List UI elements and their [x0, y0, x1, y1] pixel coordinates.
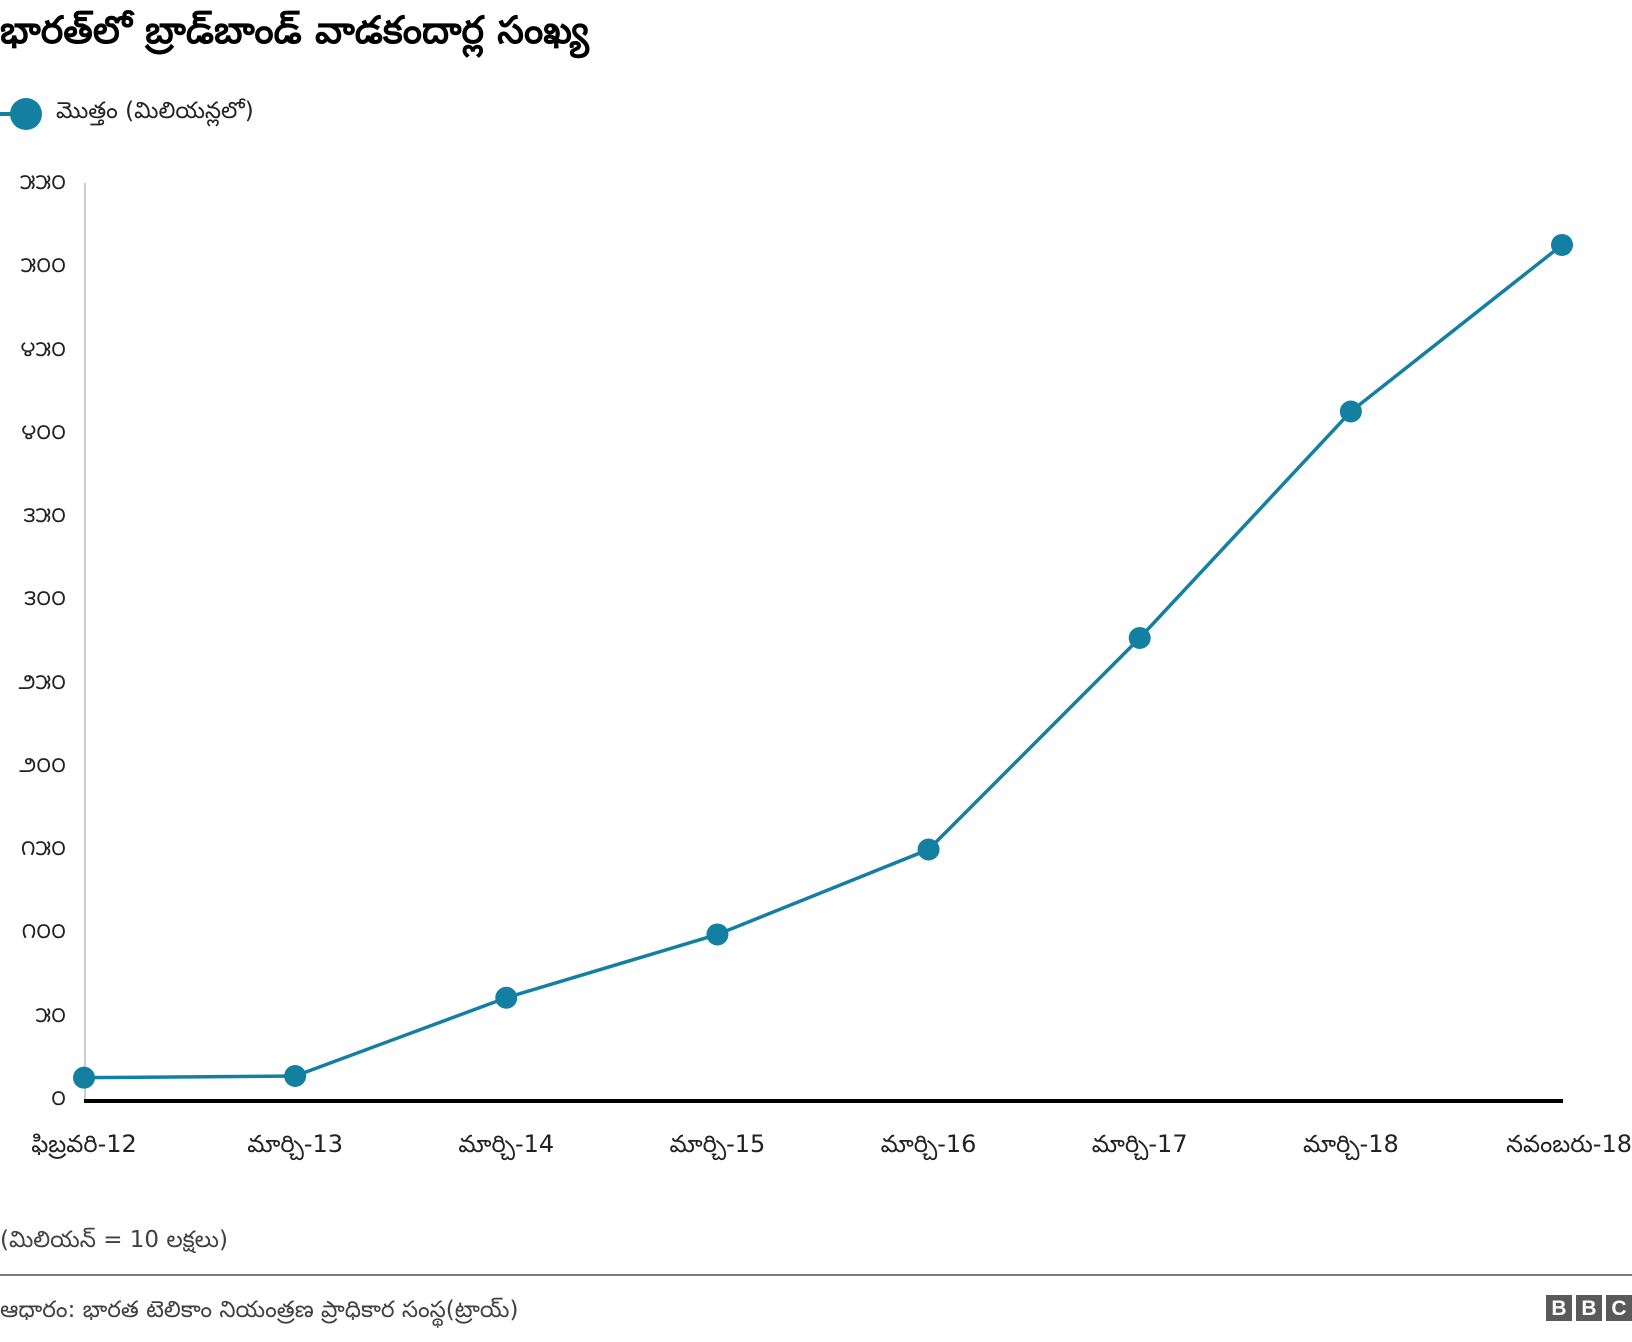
y-tick-label: ౩౦౦: [24, 586, 66, 612]
series-line: [83, 243, 1564, 1080]
bbc-logo-c: C: [1606, 1295, 1632, 1321]
y-tick-label: ౪౫౦: [20, 336, 66, 362]
footer-divider: [0, 1274, 1632, 1276]
y-tick-label: ౧౦౦: [21, 919, 66, 945]
data-point: [917, 838, 940, 861]
y-tick-label: ౧౫౦: [20, 836, 66, 862]
units-note: (మిలియన్ = 10 లక్షలు): [0, 1227, 228, 1253]
y-tick-label: ౨౦౦: [19, 752, 66, 778]
x-tick-label: మార్చి-15: [669, 1130, 766, 1158]
bbc-logo-b1: B: [1546, 1295, 1572, 1321]
data-point: [284, 1065, 307, 1088]
data-point: [1339, 400, 1362, 423]
y-tick-label: ౩౫౦: [23, 503, 66, 529]
x-tick-label: మార్చి-18: [1302, 1130, 1399, 1158]
x-tick-label: నవంబరు-18: [1506, 1130, 1632, 1158]
y-tick-label: ౪౦౦: [21, 419, 66, 445]
y-tick-label: ౫౦౦: [20, 253, 66, 279]
data-point: [495, 986, 518, 1009]
y-tick-label: ౦: [51, 1086, 66, 1111]
y-tick-label: ౨౫౦: [18, 669, 67, 695]
data-point: [73, 1066, 95, 1089]
legend-label: మొత్తం (మిలియన్లలో): [56, 98, 254, 124]
legend-marker-icon: [0, 94, 42, 134]
data-point: [1128, 627, 1151, 650]
x-tick-label: మార్చి-13: [247, 1130, 344, 1158]
x-tick-label: మార్చి-14: [458, 1130, 555, 1158]
data-point: [1551, 233, 1573, 256]
source-text: ఆధారం: భారత టెలికాం నియంత్రణ ప్రాధికార స…: [0, 1297, 519, 1323]
chart-title: భారత్‌లో బ్రాడ్‌బాండ్ వాడకందార్ల సంఖ్య: [0, 8, 589, 52]
legend: మొత్తం (మిలియన్లలో): [0, 94, 254, 134]
x-tick-label: ఫిబ్రవరి-12: [31, 1130, 137, 1158]
x-tick-label: మార్చి-16: [880, 1130, 977, 1158]
series-points: [73, 233, 1573, 1089]
bbc-logo-b2: B: [1576, 1295, 1602, 1321]
x-tick-label: మార్చి-17: [1091, 1130, 1188, 1158]
bbc-logo: B B C: [1546, 1295, 1632, 1321]
data-point: [706, 923, 729, 946]
y-tick-label: ౫౫౦: [19, 170, 66, 195]
y-tick-label: ౫౦: [35, 1002, 67, 1028]
